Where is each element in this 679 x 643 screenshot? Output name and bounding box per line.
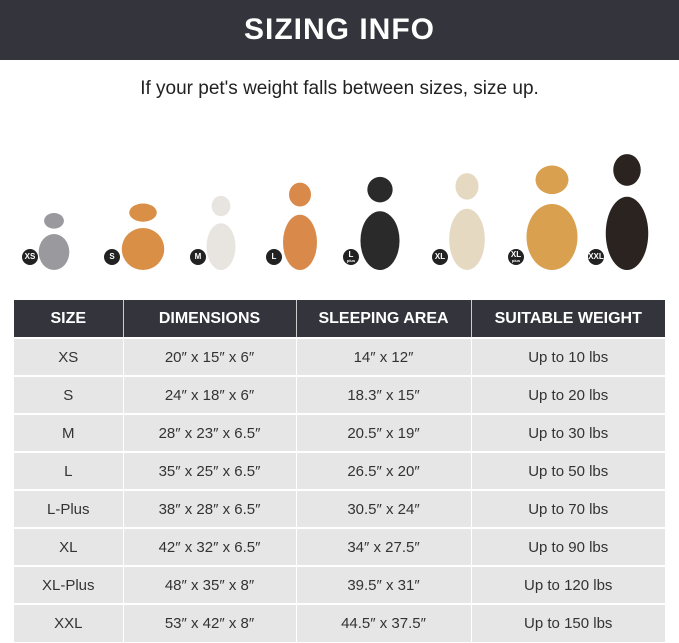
cell-sleeping-area: 44.5″ x 37.5″ <box>295 603 471 642</box>
page-title: SIZING INFO <box>244 13 435 46</box>
cell-size: XXL <box>14 603 123 642</box>
cell-sleeping-area: 20.5″ x 19″ <box>295 413 471 452</box>
table-row: L 35″ x 25″ x 6.5″ 26.5″ x 20″ Up to 50 lbs <box>14 451 665 490</box>
size-badge: S <box>104 249 120 265</box>
size-badge: XL <box>432 249 448 265</box>
cell-sleeping-area: 34″ x 27.5″ <box>295 527 471 566</box>
cell-size: M <box>14 413 123 452</box>
badge-label: M <box>194 252 202 261</box>
pet-photo-border-collie <box>357 172 403 270</box>
badge-label: L <box>271 252 277 261</box>
cell-size: S <box>14 375 123 414</box>
size-badge: L <box>266 249 282 265</box>
header-size: SIZE <box>14 300 123 338</box>
table-row: L-Plus 38″ x 28″ x 6.5″ 30.5″ x 24″ Up to 7… <box>14 489 665 528</box>
table-row: XL 42″ x 32″ x 6.5″ 34″ x 27.5″ Up to 90 lb… <box>14 527 665 566</box>
table-header: SIZE DIMENSIONS SLEEPING AREA SUITABLE W… <box>14 300 665 338</box>
cell-dimensions: 35″ x 25″ x 6.5″ <box>122 451 296 490</box>
cell-sleeping-area: 26.5″ x 20″ <box>295 451 471 490</box>
cell-size: XL-Plus <box>14 565 123 604</box>
cell-size: L <box>14 451 123 490</box>
cell-dimensions: 48″ x 35″ x 8″ <box>122 565 296 604</box>
cell-sleeping-area: 39.5″ x 31″ <box>295 565 471 604</box>
cell-sleeping-area: 18.3″ x 15″ <box>295 375 471 414</box>
size-badge: M <box>190 249 206 265</box>
cell-dimensions: 28″ x 23″ x 6.5″ <box>122 413 296 452</box>
table-row: XS 20″ x 15″ x 6″ 14″ x 12″ Up to 10 lbs <box>14 337 665 376</box>
cell-weight: Up to 10 lbs <box>470 337 665 376</box>
cell-sleeping-area: 30.5″ x 24″ <box>295 489 471 528</box>
cell-weight: Up to 20 lbs <box>470 375 665 414</box>
header-sleeping-area: SLEEPING AREA <box>295 300 471 338</box>
size-badge: XXL <box>588 249 604 265</box>
table-row: XL-Plus 48″ x 35″ x 8″ 39.5″ x 31″ Up to 12… <box>14 565 665 604</box>
pet-photo-golden-retriever <box>522 160 582 270</box>
cell-dimensions: 20″ x 15″ x 6″ <box>122 337 296 376</box>
header-suitable-weight: SUITABLE WEIGHT <box>470 300 665 338</box>
table-row: M 28″ x 23″ x 6.5″ 20.5″ x 19″ Up to 30 lbs <box>14 413 665 452</box>
badge-label: XS <box>24 252 36 261</box>
table-row: XXL 53″ x 42″ x 8″ 44.5″ x 37.5″ Up to 150 … <box>14 603 665 642</box>
banner: SIZING INFO <box>0 0 679 60</box>
badge-plus: plus <box>346 258 356 263</box>
badge-label: XL <box>510 250 522 259</box>
cell-weight: Up to 90 lbs <box>470 527 665 566</box>
size-badge: XL plus <box>508 249 524 265</box>
cell-dimensions: 24″ x 18″ x 6″ <box>122 375 296 414</box>
badge-label: S <box>109 252 115 261</box>
pet-photo-french-bulldog <box>204 192 238 270</box>
pet-photo-pomeranian <box>118 200 168 270</box>
sizing-table: SIZE DIMENSIONS SLEEPING AREA SUITABLE W… <box>14 300 665 642</box>
size-badge: XS <box>22 249 38 265</box>
badge-plus: plus <box>511 258 521 263</box>
cell-weight: Up to 150 lbs <box>470 603 665 642</box>
badge-label: XXL <box>588 252 604 261</box>
cell-size: XL <box>14 527 123 566</box>
cell-size: L-Plus <box>14 489 123 528</box>
cell-size: XS <box>14 337 123 376</box>
pet-photo-shiba-inu <box>280 178 320 270</box>
cell-weight: Up to 30 lbs <box>470 413 665 452</box>
table-row: S 24″ x 18″ x 6″ 18.3″ x 15″ Up to 20 lbs <box>14 375 665 414</box>
cell-sleeping-area: 14″ x 12″ <box>295 337 471 376</box>
cell-weight: Up to 120 lbs <box>470 565 665 604</box>
cell-weight: Up to 70 lbs <box>470 489 665 528</box>
pet-photo-grey-cat <box>36 210 72 270</box>
pet-photo-labrador <box>446 168 488 270</box>
cell-dimensions: 53″ x 42″ x 8″ <box>122 603 296 642</box>
cell-dimensions: 42″ x 32″ x 6.5″ <box>122 527 296 566</box>
pet-photo-doberman <box>602 148 652 270</box>
badge-label: XL <box>434 252 446 261</box>
header-dimensions: DIMENSIONS <box>122 300 296 338</box>
cell-dimensions: 38″ x 28″ x 6.5″ <box>122 489 296 528</box>
subtitle: If your pet's weight falls between sizes… <box>140 78 539 99</box>
cell-weight: Up to 50 lbs <box>470 451 665 490</box>
badge-label: L <box>348 250 354 259</box>
